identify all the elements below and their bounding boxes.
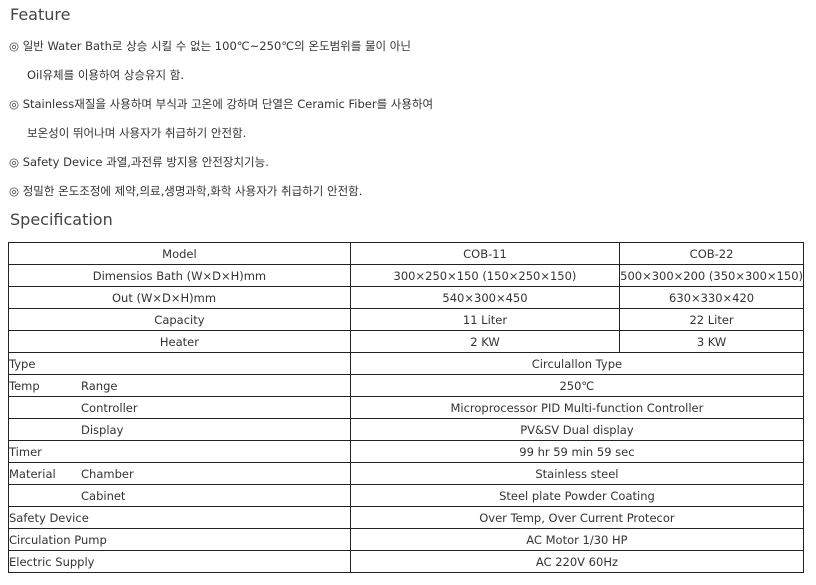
spec-cell: Capacity: [8, 308, 351, 331]
spec-cell: Heater: [8, 330, 351, 353]
spec-label-cell: Temp Range: [8, 374, 351, 397]
feature-line: ◎ Stainless재질을 사용하며 부식과 고온에 강하며 단열은 Cera…: [9, 97, 434, 111]
spec-label-cell: Electric Supply: [8, 550, 351, 573]
feature-heading: Feature: [10, 5, 71, 24]
spec-sublabel: Cabinet: [81, 488, 126, 503]
spec-label-cell: Timer: [8, 440, 351, 463]
spec-sublabel: Chamber: [81, 466, 134, 481]
spec-cell: Out (W×D×H)mm: [8, 286, 351, 309]
spec-label: Timer: [9, 444, 42, 459]
spec-value: AC 220V 60Hz: [349, 550, 805, 573]
spec-cell: 500×300×200 (350×300×150): [619, 264, 804, 287]
spec-label: Material: [9, 466, 56, 481]
spec-label-cell: Circulation Pump: [8, 528, 351, 551]
spec-row: Type Circulallon Type: [8, 352, 805, 375]
spec-cell: 540×300×450: [349, 286, 621, 309]
spec-value: 99 hr 59 min 59 sec: [349, 440, 805, 463]
spec-label-cell: Cabinet: [8, 484, 351, 507]
spec-label-cell: Controller: [8, 396, 351, 419]
spec-value: Microprocessor PID Multi-function Contro…: [349, 396, 805, 419]
spec-row: Controller Microprocessor PID Multi-funct…: [8, 396, 805, 419]
spec-label-cell: Material Chamber: [8, 462, 351, 485]
spec-label-cell: Type: [8, 352, 351, 375]
spec-label: Safety Device: [9, 510, 89, 525]
spec-value: PV&SV Dual display: [349, 418, 805, 441]
spec-cell: 22 Liter: [619, 308, 804, 331]
spec-row: Timer 99 hr 59 min 59 sec: [8, 440, 805, 463]
spec-cell: 11 Liter: [349, 308, 621, 331]
spec-row: Circulation Pump AC Motor 1/30 HP: [8, 528, 805, 551]
spec-value: Over Temp, Over Current Protecor: [349, 506, 805, 529]
spec-row: Cabinet Steel plate Powder Coating: [8, 484, 805, 507]
spec-cell: Dimensios Bath (W×D×H)mm: [8, 264, 351, 287]
spec-row: Material Chamber Stainless steel: [8, 462, 805, 485]
spec-row: Capacity 11 Liter 22 Liter: [8, 308, 804, 331]
spec-label: Type: [9, 356, 36, 371]
spec-label-cell: Safety Device: [8, 506, 351, 529]
spec-label: Temp: [9, 378, 40, 393]
spec-row: Out (W×D×H)mm 540×300×450 630×330×420: [8, 286, 804, 309]
spec-cell: 630×330×420: [619, 286, 804, 309]
spec-sublabel: Display: [81, 422, 124, 437]
spec-label-cell: Display: [8, 418, 351, 441]
spec-row: Dimensios Bath (W×D×H)mm 300×250×150 (150…: [8, 264, 804, 287]
spec-label: Electric Supply: [9, 554, 95, 569]
spec-sublabel: Controller: [81, 400, 138, 415]
spec-value: Circulallon Type: [349, 352, 805, 375]
feature-line: 보온성이 뛰어나며 사용자가 취급하기 안전함.: [27, 126, 247, 140]
spec-label: Circulation Pump: [9, 532, 107, 547]
feature-line: ◎ Safety Device 과열,과전류 방지용 안전장치기능.: [9, 155, 269, 169]
spec-cell: COB-22: [619, 242, 804, 265]
spec-value: Stainless steel: [349, 462, 805, 485]
spec-row: Heater 2 KW 3 KW: [8, 330, 804, 353]
spec-value: Steel plate Powder Coating: [349, 484, 805, 507]
spec-row: Display PV&SV Dual display: [8, 418, 805, 441]
feature-line: ◎ 일반 Water Bath로 상승 시킬 수 없는 100℃~250℃의 온…: [9, 39, 411, 53]
spec-cell: 2 KW: [349, 330, 621, 353]
feature-line: ◎ 정밀한 온도조정에 제약,의료,생명과학,화학 사용자가 취급하기 안전함.: [9, 184, 363, 198]
spec-cell: Model: [8, 242, 351, 265]
spec-row: Model COB-11 COB-22: [8, 242, 804, 265]
feature-line: Oil유체를 이용하여 상승유지 함.: [27, 68, 185, 82]
spec-sublabel: Range: [81, 378, 118, 393]
spec-value: 250℃: [349, 374, 805, 397]
spec-table: Model COB-11 COB-22 Dimensios Bath (W×D×H)m…: [8, 242, 805, 573]
specification-heading: Specification: [10, 210, 113, 229]
spec-row: Temp Range 250℃: [8, 374, 805, 397]
spec-row: Electric Supply AC 220V 60Hz: [8, 550, 805, 573]
spec-row: Safety Device Over Temp, Over Current Pro…: [8, 506, 805, 529]
spec-cell: 3 KW: [619, 330, 804, 353]
spec-cell: COB-11: [349, 242, 621, 265]
spec-cell: 300×250×150 (150×250×150): [349, 264, 621, 287]
spec-value: AC Motor 1/30 HP: [349, 528, 805, 551]
